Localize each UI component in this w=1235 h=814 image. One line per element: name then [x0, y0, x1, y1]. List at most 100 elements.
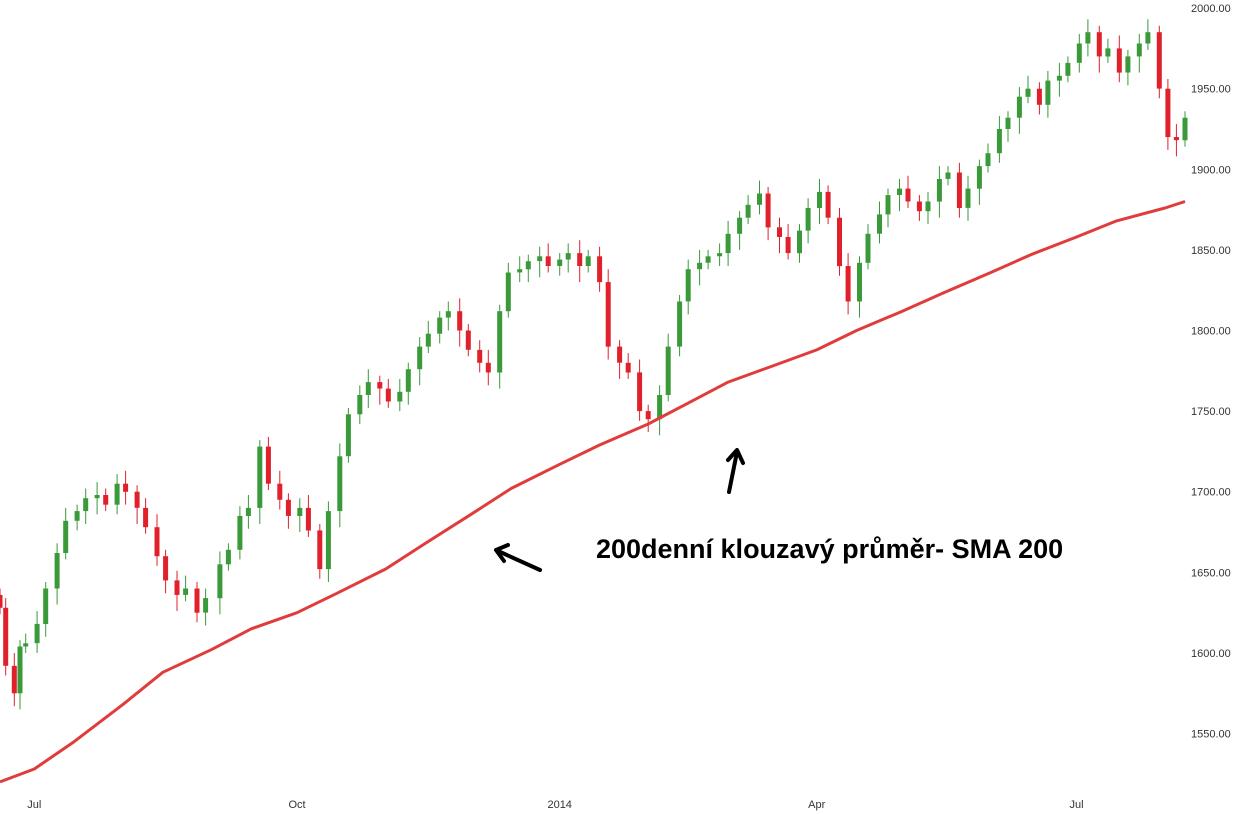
candle	[325, 511, 331, 570]
y-tick-label: 1650.00	[1191, 567, 1231, 579]
candle	[134, 491, 140, 508]
candle	[437, 317, 443, 334]
candle	[865, 233, 871, 263]
candle	[565, 253, 571, 260]
candle	[305, 507, 311, 531]
x-tick-label: Jul	[1069, 799, 1083, 811]
candle	[123, 483, 129, 492]
y-tick-label: 1600.00	[1191, 648, 1231, 660]
candle	[365, 382, 371, 395]
candle	[505, 272, 511, 312]
y-tick-label: 1700.00	[1191, 487, 1231, 499]
candle	[1085, 32, 1091, 44]
candle	[277, 483, 283, 500]
x-tick-label: Oct	[288, 799, 305, 811]
candle	[976, 166, 982, 189]
y-axis: 1550.00 1600.00 1650.00 1700.00 1750.00 1800.…	[1191, 3, 1231, 741]
candle	[645, 411, 651, 420]
candle	[1125, 56, 1131, 73]
candle	[1116, 48, 1122, 73]
candle	[1096, 32, 1102, 57]
y-tick-label: 1550.00	[1191, 729, 1231, 741]
candle	[497, 311, 503, 373]
candle	[237, 515, 243, 550]
candle	[43, 588, 49, 624]
candle	[54, 553, 60, 589]
candle	[956, 172, 962, 208]
candle	[897, 188, 902, 195]
candle	[357, 395, 363, 415]
candle	[765, 193, 771, 228]
candle	[74, 511, 80, 521]
candle	[965, 188, 971, 208]
candle	[337, 456, 343, 512]
candle	[1016, 96, 1022, 118]
candle	[877, 214, 882, 234]
candle	[103, 495, 109, 505]
sma-200-line	[0, 200, 1186, 784]
candle	[225, 549, 231, 565]
candle	[1056, 75, 1062, 81]
candlestick-series	[0, 19, 1188, 710]
candle	[817, 191, 822, 208]
candle	[665, 346, 671, 395]
candle	[885, 195, 891, 215]
candle	[545, 256, 551, 266]
candle	[1156, 32, 1162, 89]
candle	[737, 217, 743, 234]
candle	[585, 256, 591, 266]
candle	[1065, 62, 1071, 76]
y-tick-label: 1800.00	[1191, 326, 1231, 338]
candle	[805, 208, 811, 231]
candle	[183, 588, 189, 595]
candle	[405, 369, 411, 392]
y-tick-label: 1900.00	[1191, 164, 1231, 176]
candle	[23, 643, 29, 647]
candle	[725, 233, 731, 254]
candle	[143, 507, 149, 528]
x-tick-label: 2014	[547, 799, 571, 811]
candle	[525, 261, 531, 270]
candle	[757, 193, 762, 205]
candle	[3, 607, 9, 666]
candle	[417, 346, 423, 370]
candle	[0, 594, 3, 608]
candle	[174, 580, 180, 595]
candle	[465, 330, 471, 350]
candle	[717, 253, 723, 257]
candle	[345, 414, 351, 457]
candle	[1005, 117, 1011, 129]
x-tick-label: Jul	[27, 799, 41, 811]
candle	[217, 564, 223, 599]
candle	[985, 153, 991, 167]
candle	[34, 623, 40, 644]
arrow-to-sma-left-icon	[494, 543, 542, 572]
candle	[245, 507, 251, 516]
candle	[605, 282, 611, 347]
candle	[163, 556, 169, 581]
y-tick-label: 2000.00	[1191, 3, 1231, 15]
sma-200-series	[0, 200, 1186, 784]
candle	[1076, 43, 1082, 63]
candle	[557, 259, 563, 266]
candle	[1025, 88, 1031, 97]
candle	[1036, 88, 1042, 105]
candle	[1173, 137, 1179, 141]
candle	[297, 507, 303, 516]
candle	[677, 301, 683, 347]
candle	[577, 253, 583, 266]
candle	[485, 362, 491, 373]
candle	[657, 395, 663, 420]
candle	[1105, 48, 1111, 57]
candle	[445, 311, 451, 318]
candle	[477, 349, 483, 363]
candle	[94, 495, 100, 499]
candle	[617, 346, 623, 363]
candle	[1145, 32, 1151, 44]
candle	[925, 201, 931, 212]
annotation-arrows	[494, 448, 745, 572]
candle	[11, 665, 17, 694]
candle	[425, 333, 431, 347]
candle	[916, 201, 922, 212]
candle	[457, 311, 463, 331]
